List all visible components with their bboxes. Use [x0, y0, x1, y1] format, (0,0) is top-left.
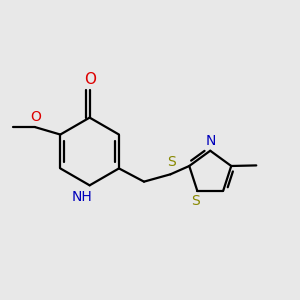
Text: S: S [167, 155, 176, 169]
Text: O: O [30, 110, 41, 124]
Text: NH: NH [72, 190, 93, 204]
Text: O: O [84, 72, 96, 87]
Text: S: S [191, 194, 200, 208]
Text: N: N [206, 134, 216, 148]
